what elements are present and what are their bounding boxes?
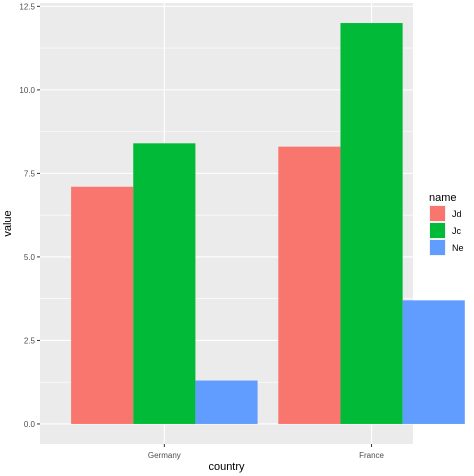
x-tick-label: France <box>359 451 384 460</box>
bar-jd-germany <box>71 186 134 424</box>
bar-ne-germany <box>195 380 258 424</box>
y-tick-label: 12.5 <box>19 2 35 11</box>
x-axis-title: country <box>208 461 245 473</box>
legend-label: Jc <box>452 226 462 236</box>
legend-label: Jd <box>452 209 462 219</box>
y-tick-label: 0.0 <box>24 420 36 429</box>
legend-title: name <box>429 192 457 204</box>
x-axis: Germany France <box>148 444 385 460</box>
y-tick-label: 7.5 <box>24 169 36 178</box>
bar-jc-germany <box>133 143 196 424</box>
y-tick-label: 2.5 <box>24 336 36 345</box>
bar-ne-france <box>402 300 465 424</box>
y-tick-label: 10.0 <box>19 86 35 95</box>
legend-swatch-ne <box>430 240 445 255</box>
legend-swatch-jd <box>430 206 445 221</box>
bars <box>71 23 465 424</box>
x-tick-label: Germany <box>148 451 181 460</box>
y-tick-label: 5.0 <box>24 253 36 262</box>
legend: name Jd Jc Ne <box>429 192 464 256</box>
bar-jd-france <box>278 146 341 424</box>
bar-jc-france <box>340 23 403 424</box>
y-axis: 0.0 2.5 5.0 7.5 10.0 12.5 <box>19 2 40 429</box>
legend-swatch-jc <box>430 223 445 238</box>
legend-label: Ne <box>452 243 464 253</box>
y-axis-title: value <box>2 210 14 236</box>
